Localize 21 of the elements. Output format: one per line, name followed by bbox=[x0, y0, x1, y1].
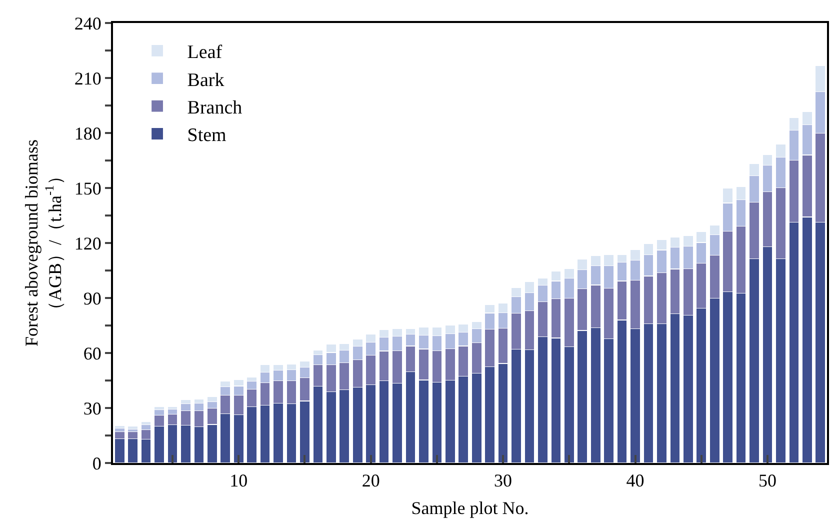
y-tick-label: 150 bbox=[74, 178, 102, 198]
y-tick-label: 30 bbox=[83, 398, 102, 418]
legend-label: Stem bbox=[187, 125, 227, 146]
x-tick-label: 40 bbox=[626, 470, 644, 491]
y-tick-label: 90 bbox=[83, 288, 102, 308]
x-tick-label: 50 bbox=[758, 470, 776, 491]
x-tick-label: 30 bbox=[494, 470, 512, 491]
bar bbox=[114, 425, 125, 429]
y-tick-label: 180 bbox=[74, 123, 102, 144]
y-tick-label: 240 bbox=[74, 13, 102, 34]
legend-label: Branch bbox=[187, 97, 243, 118]
y-tick-label: 210 bbox=[74, 68, 102, 88]
y-tick-label: 120 bbox=[74, 233, 102, 254]
bar bbox=[128, 426, 138, 430]
y-tick-label: 0 bbox=[92, 453, 102, 474]
y-tick-label: 60 bbox=[83, 343, 102, 364]
x-tick-label: 20 bbox=[362, 470, 380, 491]
legend-label: Leaf bbox=[187, 42, 223, 64]
legend-label: Bark bbox=[187, 70, 225, 91]
x-tick-label: 10 bbox=[230, 470, 248, 491]
x-axis-title: Sample plot No. bbox=[411, 498, 529, 518]
